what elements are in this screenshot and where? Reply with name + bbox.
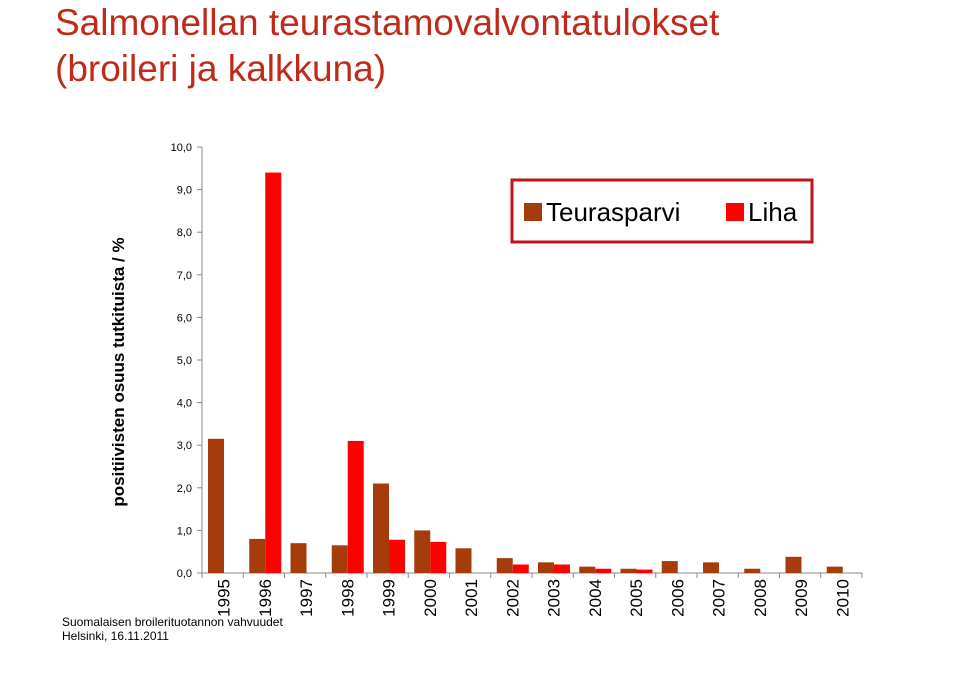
legend-label-teurasparvi: Teurasparvi [546, 197, 680, 227]
bar-liha-1996 [265, 172, 282, 573]
y-tick-label: 7,0 [177, 270, 192, 282]
y-tick-label: 3,0 [177, 440, 192, 452]
bar-teurasparvi-1998 [331, 545, 348, 573]
title-line-1: Salmonellan teurastamovalvontatulokset [55, 2, 720, 43]
x-tick-label: 2009 [792, 579, 811, 617]
x-tick-label: 1995 [215, 579, 234, 617]
x-tick-label: 2000 [421, 579, 440, 617]
bar-teurasparvi-2006 [661, 561, 678, 573]
y-tick-label: 4,0 [177, 398, 192, 410]
legend-swatch-teurasparvi [524, 203, 542, 221]
bar-teurasparvi-2001 [455, 548, 472, 573]
bar-teurasparvi-2003 [538, 562, 554, 573]
x-tick-label: 2001 [462, 579, 481, 617]
legend-label-liha: Liha [748, 197, 798, 227]
footer-organization: Suomalaisen broilerituotannon vahvuudet [62, 615, 283, 629]
y-tick-label: 1,0 [177, 525, 192, 537]
footer-place-date: Helsinki, 16.11.2011 [62, 629, 169, 643]
page-title: Salmonellan teurastamovalvontatulokset (… [55, 0, 719, 92]
bar-teurasparvi-1996 [249, 538, 266, 573]
x-tick-label: 2004 [586, 579, 605, 617]
bar-liha-1999 [389, 539, 405, 573]
bar-teurasparvi-2008 [744, 568, 761, 573]
y-tick-label: 6,0 [177, 312, 192, 324]
x-tick-label: 1997 [297, 579, 316, 617]
y-tick-label: 8,0 [177, 227, 192, 239]
bar-liha-2000 [430, 541, 447, 573]
bar-teurasparvi-2005 [620, 568, 637, 573]
bar-teurasparvi-2000 [414, 530, 431, 573]
bar-liha-2005 [636, 569, 653, 573]
bar-teurasparvi-1997 [290, 543, 307, 573]
bar-teurasparvi-2007 [703, 562, 719, 573]
bar-teurasparvi-1995 [208, 438, 224, 573]
y-tick-label: 5,0 [177, 355, 192, 367]
x-tick-label: 2007 [710, 579, 729, 617]
x-tick-label: 1999 [380, 579, 399, 617]
x-tick-label: 2002 [503, 579, 522, 617]
bar-teurasparvi-2002 [496, 558, 513, 573]
legend-swatch-liha [726, 203, 744, 221]
y-tick-label: 10,0 [171, 142, 192, 154]
footer: Suomalaisen broilerituotannon vahvuudet … [62, 615, 283, 643]
x-tick-label: 2006 [668, 579, 687, 617]
bar-teurasparvi-1999 [373, 483, 389, 573]
x-tick-label: 1998 [338, 579, 357, 617]
x-tick-label: 1996 [256, 579, 275, 617]
y-tick-label: 9,0 [177, 185, 192, 197]
y-tick-label: 0,0 [177, 568, 192, 580]
x-tick-label: 2005 [627, 579, 646, 617]
x-tick-label: 2010 [833, 579, 852, 617]
bar-liha-2004 [595, 568, 612, 573]
x-tick-label: 2008 [751, 579, 770, 617]
x-tick-label: 2003 [545, 579, 564, 617]
bar-liha-2002 [512, 564, 529, 573]
title-line-2: (broileri ja kalkkuna) [55, 48, 387, 89]
legend-box [510, 178, 814, 244]
y-axis-title: positiivisten osuus tutkituista / % [109, 237, 128, 506]
bar-teurasparvi-2009 [785, 556, 802, 573]
bar-teurasparvi-2004 [579, 566, 596, 573]
bar-liha-1998 [347, 440, 364, 573]
bar-liha-2003 [554, 564, 570, 573]
y-tick-label: 2,0 [177, 483, 192, 495]
bar-teurasparvi-2010 [826, 566, 843, 573]
